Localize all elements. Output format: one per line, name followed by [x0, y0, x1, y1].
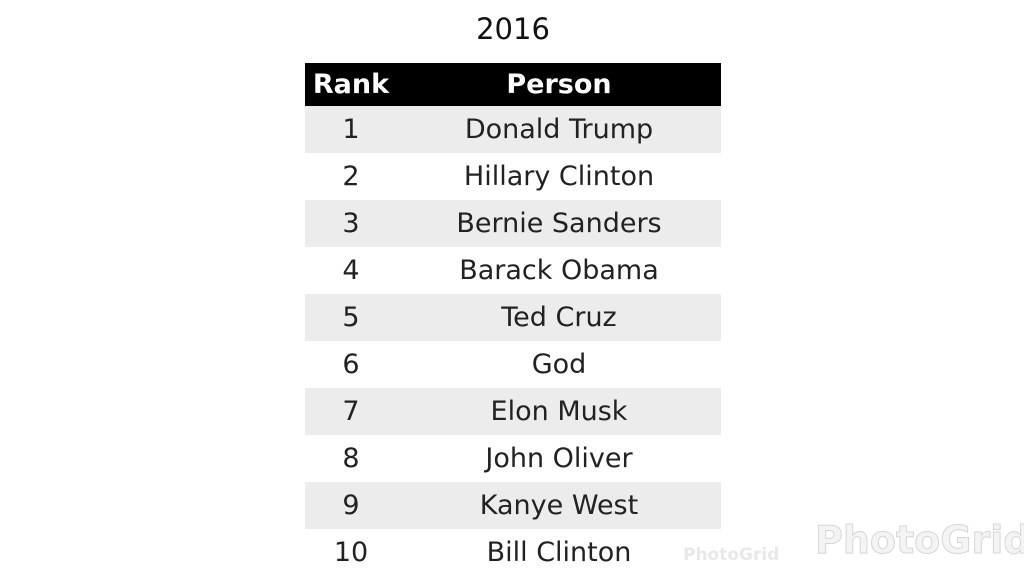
rank-cell: 6 [342, 349, 360, 380]
person-cell: Bernie Sanders [456, 208, 662, 239]
person-cell: Kanye West [479, 490, 639, 521]
table-row: 4 Barack Obama [305, 247, 721, 294]
person-cell: Barack Obama [459, 255, 659, 286]
person-cell: God [531, 349, 587, 380]
rank-cell: 1 [342, 114, 360, 145]
table-row: 8 John Oliver [305, 435, 721, 482]
rank-cell: 7 [342, 396, 360, 427]
table: Rank Person 1 Donald Trump 2 Hillary Clinto… [305, 63, 721, 576]
rank-cell: 3 [342, 208, 360, 239]
header-row: Rank Person [305, 63, 721, 106]
table-row: 3 Bernie Sanders [305, 200, 721, 247]
table-row: 9 Kanye West [305, 482, 721, 529]
header-cell: Rank [312, 69, 390, 100]
rank-cell: 5 [342, 302, 360, 333]
rank-cell: 2 [342, 161, 360, 192]
header-cell: Person [506, 69, 612, 100]
table-row: 7 Elon Musk [305, 388, 721, 435]
watermark: PhotoGrid [814, 518, 1024, 563]
watermark: PhotoGrid [683, 545, 780, 565]
table-row: 6 God [305, 341, 721, 388]
rank-cell: 8 [342, 443, 360, 474]
table-row: 1 Donald Trump [305, 106, 721, 153]
person-cell: Donald Trump [464, 114, 654, 145]
person-cell: Elon Musk [490, 396, 628, 427]
table-row: 5 Ted Cruz [305, 294, 721, 341]
table-row: 10 Bill Clinton [305, 529, 721, 576]
rank-cell: 4 [342, 255, 360, 286]
rank-cell: 10 [333, 537, 369, 568]
rank-cell: 9 [342, 490, 360, 521]
table-row: 2 Hillary Clinton [305, 153, 721, 200]
person-cell: Ted Cruz [501, 302, 617, 333]
title: 2016 [476, 12, 550, 46]
person-cell: Hillary Clinton [463, 161, 655, 192]
person-cell: John Oliver [485, 443, 633, 474]
person-cell: Bill Clinton [486, 537, 632, 568]
